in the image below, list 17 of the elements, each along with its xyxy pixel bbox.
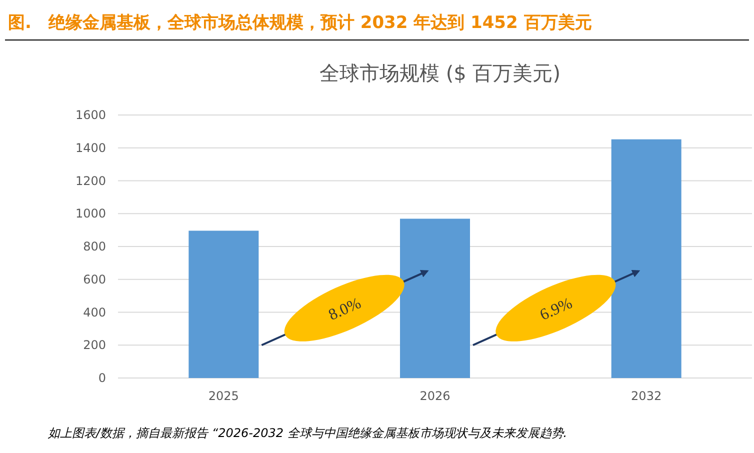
- y-tick-label: 800: [83, 240, 106, 254]
- y-tick-label: 1600: [75, 108, 106, 122]
- y-tick-label: 1200: [75, 174, 106, 188]
- y-tick-label: 0: [98, 371, 106, 385]
- y-tick-label: 200: [83, 338, 106, 352]
- x-tick-label: 2025: [208, 389, 239, 403]
- y-tick-label: 1000: [75, 206, 106, 221]
- source: 如上图表/数据，摘自最新报告 “2026-2032 全球与中国绝缘金属基板市场现状与及未来发展趋势.: [48, 426, 568, 440]
- x-tick-label: 2026: [420, 389, 450, 403]
- title: 图. 绝缘金属基板，全球市场总体规模，预计 2032 年达到 1452 百万美元: [8, 13, 592, 33]
- y-tick-label: 400: [83, 305, 106, 320]
- y-tick-label: 600: [83, 272, 106, 286]
- annotation: 8.0%: [326, 294, 364, 324]
- x-tick-label: 2032: [631, 389, 662, 403]
- annotation: 6.9%: [538, 294, 575, 324]
- y-tick-label: 1400: [75, 140, 106, 155]
- subtitle: 全球市场规模 ($ 百万美元): [319, 61, 561, 85]
